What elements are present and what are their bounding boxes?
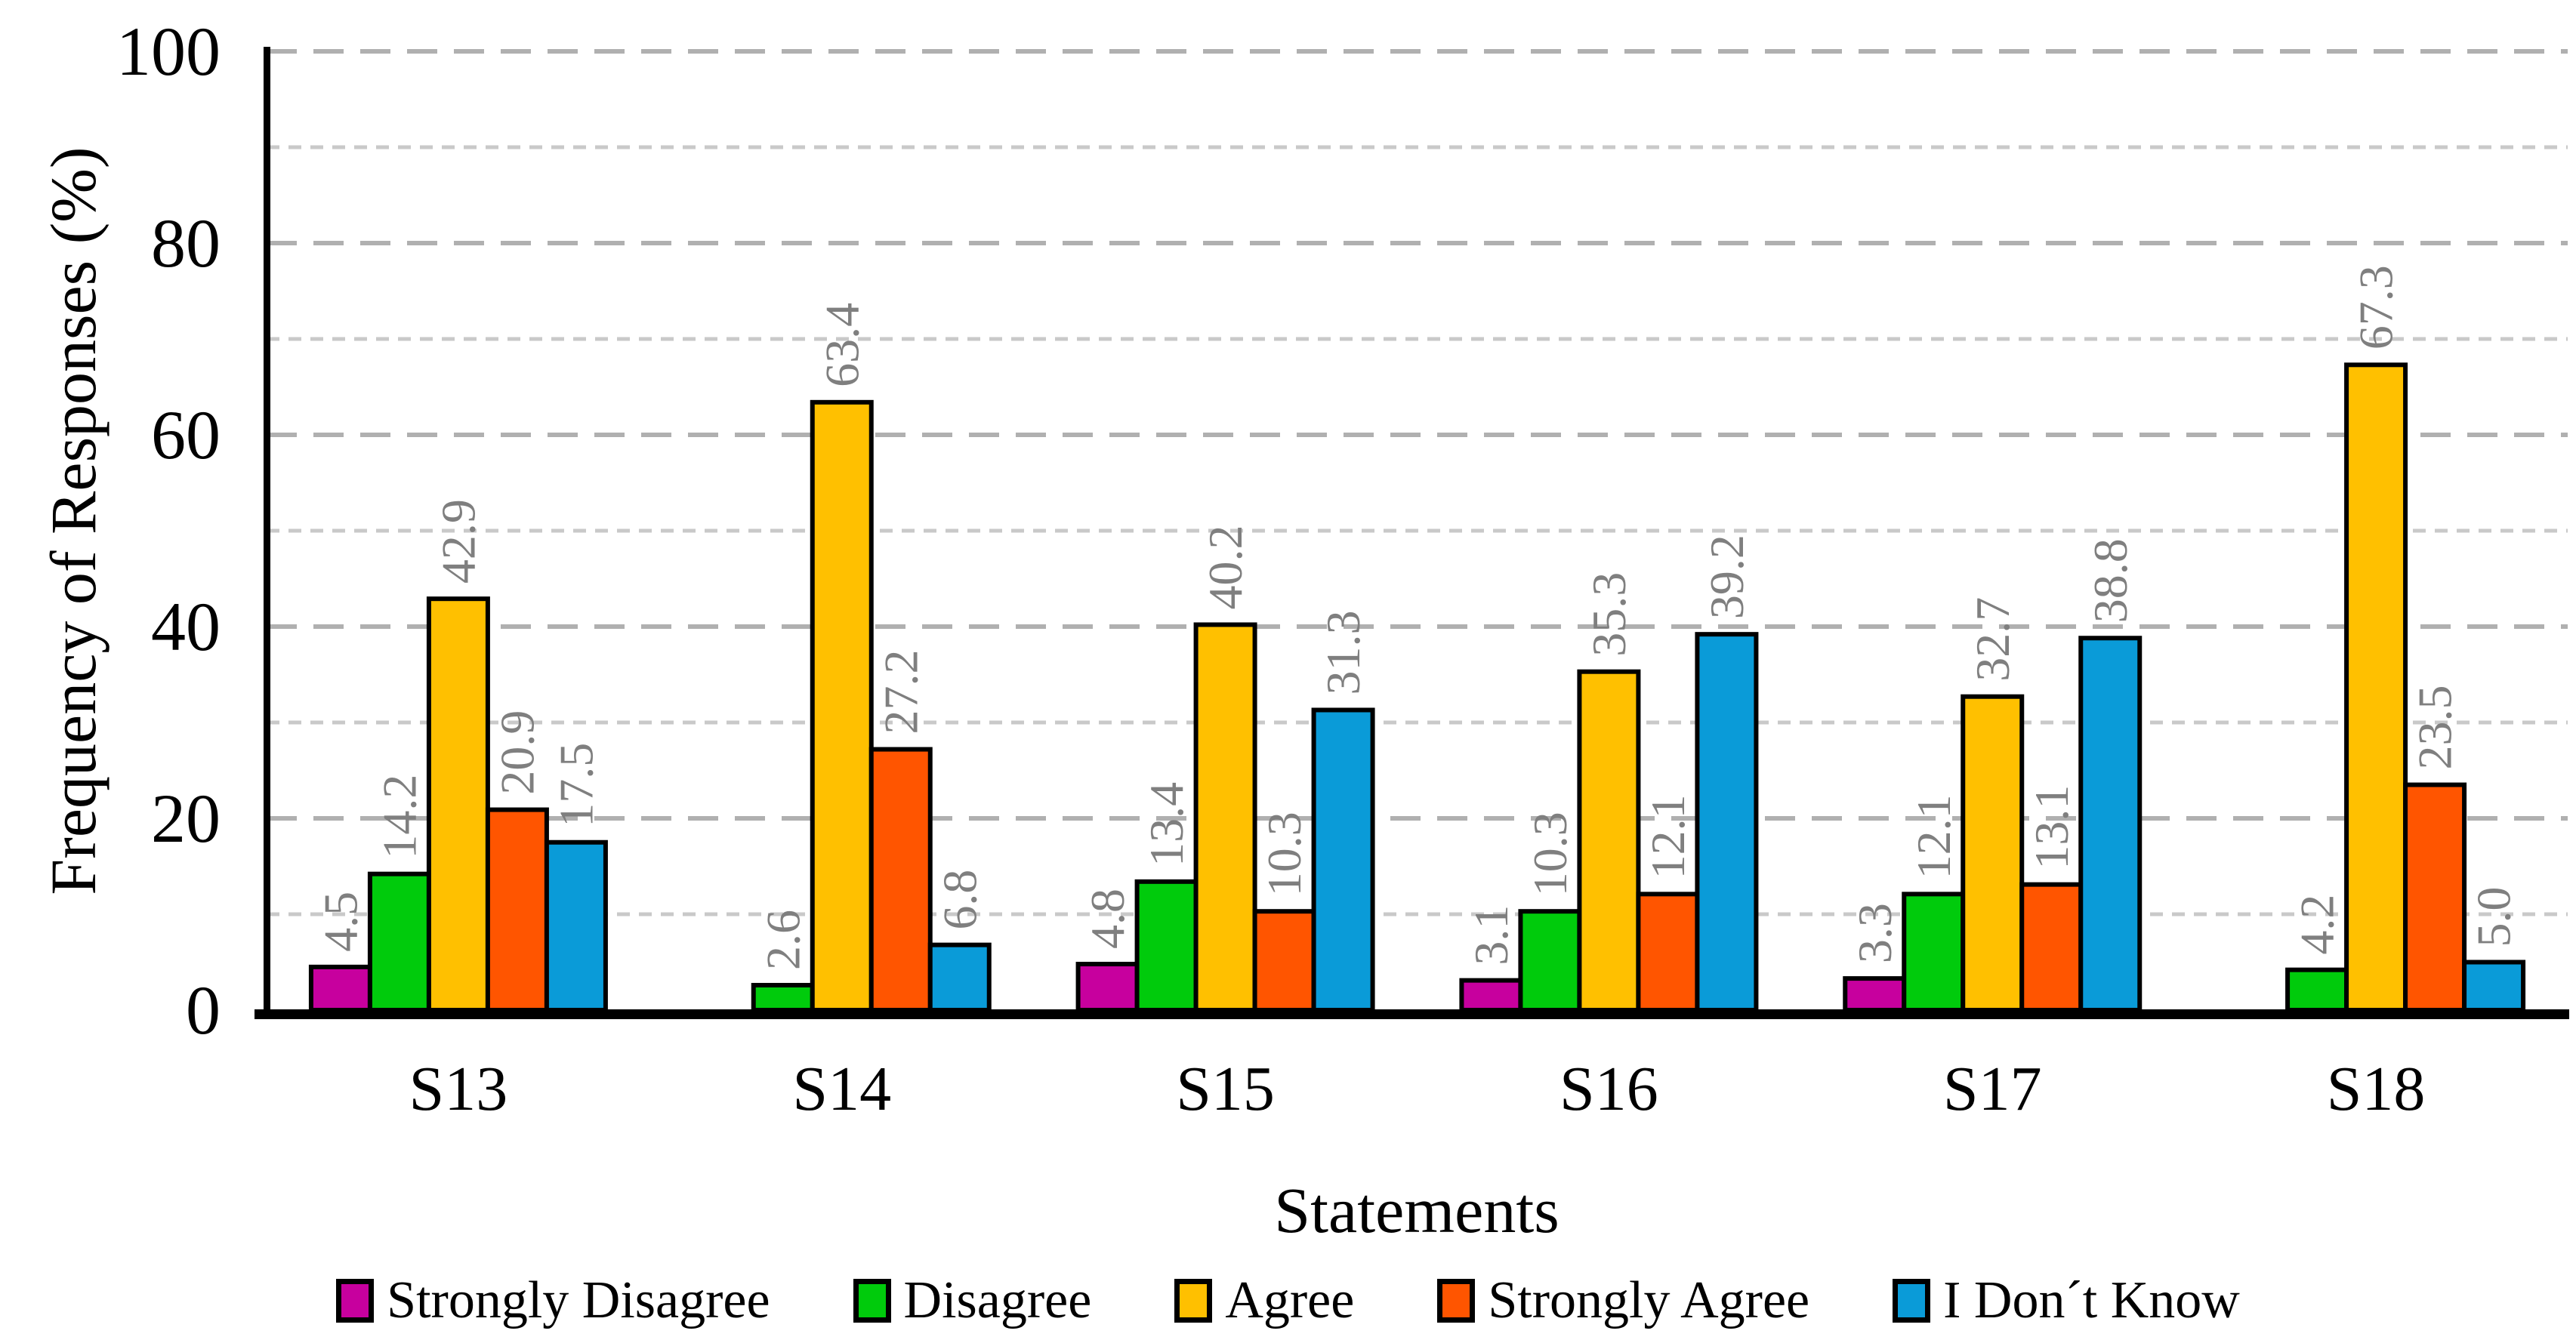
y-tick-label-40: 40: [151, 588, 221, 665]
bar-strongly-disagree-s13: [308, 964, 372, 1012]
bar-strongly-agree-s13: [485, 807, 549, 1012]
legend-swatch-i-don-t-know: [1893, 1279, 1931, 1323]
bar-disagree-s15: [1134, 879, 1199, 1012]
value-label-disagree-s16: 10.3: [1523, 812, 1577, 896]
x-tick-label-s15: S15: [1176, 1054, 1275, 1124]
legend-item-disagree: Disagree: [853, 1271, 1092, 1331]
bar-i-don-t-know-s16: [1695, 632, 1759, 1012]
value-label-disagree-s17: 12.1: [1907, 794, 1961, 879]
value-label-agree-s15: 40.2: [1199, 525, 1252, 609]
x-tick-label-s13: S13: [409, 1054, 508, 1124]
bar-i-don-t-know-s18: [2462, 960, 2526, 1012]
gridlines: [267, 49, 2568, 916]
value-label-i-don-t-know-s13: 17.5: [549, 743, 603, 827]
y-tick-label-60: 60: [151, 396, 221, 473]
chart-legend: Strongly Disagree Disagree Agree Strongly A…: [0, 1267, 2576, 1335]
x-tick-label-s17: S17: [1943, 1054, 2042, 1124]
bar-i-don-t-know-s15: [1311, 707, 1375, 1012]
x-tick-label-s14: S14: [792, 1054, 891, 1124]
value-label-strongly-agree-s13: 20.9: [490, 710, 544, 795]
legend-label-strongly-agree: Strongly Agree: [1488, 1271, 1810, 1329]
legend-swatch-strongly-disagree: [336, 1279, 375, 1323]
bar-i-don-t-know-s14: [927, 942, 992, 1013]
legend-item-agree: Agree: [1174, 1271, 1354, 1331]
bar-i-don-t-know-s13: [544, 839, 608, 1012]
value-labels: 4.5 4.8 3.1 3.3 14.2 2.6 13.4 10.3 12.1 4.2 42.9 63…: [313, 265, 2520, 970]
bar-strongly-disagree-s16: [1459, 978, 1523, 1013]
y-axis-title: Frequency of Responses (%): [37, 146, 110, 895]
bar-disagree-s16: [1518, 909, 1582, 1012]
legend-label-agree: Agree: [1225, 1271, 1355, 1329]
value-label-strongly-agree-s15: 10.3: [1257, 812, 1311, 896]
value-label-strongly-disagree-s16: 3.1: [1464, 905, 1518, 966]
value-label-strongly-agree-s17: 13.1: [2025, 785, 2078, 870]
bar-strongly-agree-s14: [868, 747, 933, 1012]
x-axis-title: Statements: [1274, 1174, 1559, 1246]
y-tick-label-0: 0: [186, 972, 221, 1049]
legend-label-i-don-t-know: I Don´t Know: [1943, 1271, 2240, 1329]
legend-item-i-don-t-know: I Don´t Know: [1893, 1271, 2240, 1331]
bars: [308, 362, 2526, 1013]
value-label-disagree-s18: 4.2: [2291, 895, 2344, 955]
legend-swatch-disagree: [853, 1279, 891, 1323]
bar-disagree-s18: [2285, 967, 2349, 1013]
value-label-i-don-t-know-s15: 31.3: [1316, 610, 1370, 695]
value-label-agree-s16: 35.3: [1582, 572, 1636, 657]
value-label-strongly-disagree-s13: 4.5: [313, 892, 367, 952]
x-tick-label-s16: S16: [1559, 1054, 1658, 1124]
bar-disagree-s17: [1902, 892, 1966, 1012]
y-axis-line: [264, 47, 270, 1018]
value-label-agree-s13: 42.9: [431, 499, 485, 584]
bar-strongly-agree-s18: [2403, 782, 2467, 1013]
bar-strongly-agree-s17: [2019, 882, 2084, 1012]
value-label-i-don-t-know-s16: 39.2: [1700, 534, 1754, 619]
value-label-agree-s17: 32.7: [1966, 597, 2019, 682]
plot-area: 4.5 4.8 3.1 3.3 14.2 2.6 13.4 10.3 12.1 4.2 42.9 63…: [116, 13, 2569, 1124]
legend-item-strongly-disagree: Strongly Disagree: [336, 1271, 770, 1331]
bar-agree-s17: [1961, 694, 2025, 1013]
y-tick-label-100: 100: [116, 13, 221, 90]
value-label-disagree-s14: 2.6: [756, 910, 810, 970]
bar-strongly-agree-s16: [1636, 892, 1700, 1012]
value-label-disagree-s13: 14.2: [372, 775, 426, 859]
value-label-i-don-t-know-s18: 5.0: [2467, 887, 2521, 947]
value-label-agree-s18: 67.3: [2349, 265, 2403, 350]
y-tick-labels: 0 20 40 60 80 100: [116, 13, 221, 1049]
x-tick-label-s18: S18: [2327, 1054, 2426, 1124]
value-label-strongly-disagree-s15: 4.8: [1081, 889, 1134, 949]
value-label-i-don-t-know-s14: 6.8: [933, 870, 986, 930]
bar-strongly-disagree-s15: [1075, 962, 1140, 1013]
bar-agree-s16: [1577, 669, 1641, 1012]
y-tick-label-20: 20: [151, 780, 221, 857]
value-label-i-don-t-know-s17: 38.8: [2084, 538, 2137, 623]
bar-strongly-disagree-s17: [1843, 976, 1907, 1012]
legend-swatch-strongly-agree: [1437, 1279, 1476, 1323]
bar-disagree-s13: [367, 871, 431, 1013]
value-label-disagree-s15: 13.4: [1140, 782, 1193, 867]
bar-agree-s15: [1193, 622, 1257, 1013]
value-label-strongly-disagree-s17: 3.3: [1848, 903, 1902, 963]
legend-label-strongly-disagree: Strongly Disagree: [387, 1271, 770, 1329]
value-label-strongly-agree-s14: 27.2: [874, 650, 927, 735]
bar-disagree-s14: [751, 982, 815, 1012]
value-label-strongly-agree-s18: 23.5: [2408, 685, 2462, 770]
bar-i-don-t-know-s17: [2078, 636, 2143, 1012]
y-tick-label-80: 80: [151, 205, 221, 282]
value-label-strongly-agree-s16: 12.1: [1641, 794, 1695, 879]
bar-strongly-agree-s15: [1252, 909, 1316, 1012]
x-tick-labels: S13 S14 S15 S16 S17 S18: [409, 1054, 2426, 1124]
legend-item-strongly-agree: Strongly Agree: [1437, 1271, 1809, 1331]
legend-label-disagree: Disagree: [903, 1271, 1092, 1329]
bar-agree-s18: [2344, 362, 2408, 1013]
value-label-agree-s14: 63.4: [815, 303, 868, 387]
bar-agree-s14: [810, 399, 874, 1012]
legend-swatch-agree: [1174, 1279, 1213, 1323]
bar-agree-s13: [426, 596, 490, 1012]
